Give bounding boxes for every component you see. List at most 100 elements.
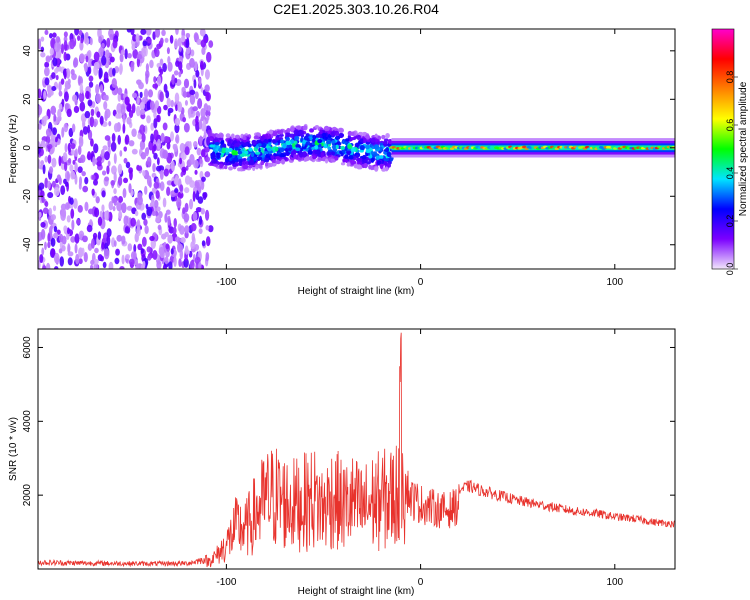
heatmap-cell xyxy=(38,159,41,169)
heatmap-cell xyxy=(228,166,233,171)
heatmap-cell xyxy=(279,153,285,158)
heatmap-cell xyxy=(244,150,249,155)
heatmap-cell xyxy=(198,261,202,269)
heatmap-cell xyxy=(115,113,121,119)
heatmap-cell xyxy=(196,147,202,156)
heatmap-cell xyxy=(238,158,243,163)
heatmap-cell xyxy=(205,92,211,102)
heatmap-cell xyxy=(145,63,149,73)
heatmap-cell xyxy=(291,143,296,148)
heatmap-cell xyxy=(305,133,310,137)
colorbar-tick-label: 0.0 xyxy=(725,263,735,276)
heatmap-cell xyxy=(51,248,56,257)
heatmap-cell xyxy=(157,224,162,231)
heatmap-cell xyxy=(167,234,173,244)
heatmap-cell xyxy=(78,137,84,148)
heatmap-cell xyxy=(123,146,128,152)
heatmap-cell xyxy=(262,142,267,149)
heatmap-cell xyxy=(117,163,123,175)
heatmap-cell xyxy=(123,177,129,184)
heatmap-cell xyxy=(125,161,131,169)
heatmap-cell xyxy=(365,148,370,154)
heatmap-cell xyxy=(89,264,94,269)
heatmap-cell xyxy=(41,195,45,203)
heatmap-cell xyxy=(73,198,78,209)
heatmap-cell xyxy=(204,209,210,221)
heatmap-cell xyxy=(155,215,161,223)
heatmap-cell xyxy=(205,225,210,231)
heatmap-cell xyxy=(225,162,230,166)
heatmap-cell xyxy=(97,231,102,240)
heatmap-cell xyxy=(190,49,195,57)
heatmap-cell xyxy=(214,142,220,146)
heatmap-cell xyxy=(49,90,54,96)
heatmap-cell xyxy=(204,171,211,178)
heatmap-cell xyxy=(89,37,93,46)
heatmap-cell xyxy=(152,163,156,173)
heatmap-cell xyxy=(173,70,179,76)
heatmap-cell xyxy=(101,204,105,212)
heatmap-cell xyxy=(340,162,346,166)
heatmap-cell xyxy=(106,228,112,238)
heatmap-cell xyxy=(202,192,207,201)
heatmap-cell xyxy=(234,134,240,139)
colorbar-frame xyxy=(711,28,735,270)
heatmap-cell xyxy=(111,132,116,143)
heatmap-cell xyxy=(242,157,247,162)
heatmap-cell xyxy=(201,240,206,247)
heatmap-cell xyxy=(175,29,179,36)
heatmap-cell xyxy=(350,159,355,165)
heatmap-cell xyxy=(119,65,123,76)
heatmap-cell xyxy=(48,166,54,174)
heatmap-cell xyxy=(370,157,375,163)
heatmap-cell xyxy=(383,160,388,165)
heatmap-cell xyxy=(159,37,164,45)
heatmap-cell xyxy=(38,231,41,243)
heatmap-cell xyxy=(296,131,300,136)
heatmap-cell xyxy=(359,149,364,153)
heatmap-cell xyxy=(207,225,214,233)
heatmap-cell xyxy=(116,234,123,242)
heatmap-cell xyxy=(125,253,131,260)
heatmap-cell xyxy=(315,133,320,139)
heatmap-cell xyxy=(252,139,257,146)
heatmap-cell xyxy=(178,71,182,78)
heatmap-cell xyxy=(176,197,182,209)
heatmap-cell xyxy=(326,140,332,145)
heatmap-cell xyxy=(58,103,63,110)
heatmap-cell xyxy=(91,174,96,181)
heatmap-cell xyxy=(154,100,160,109)
heatmap-cell xyxy=(106,235,111,247)
heatmap-cell xyxy=(227,139,234,144)
heatmap-cell xyxy=(63,31,68,38)
heatmap-cell xyxy=(299,152,304,158)
spectrogram-y-tick-label: 40 xyxy=(22,45,33,57)
heatmap-cell xyxy=(188,198,194,210)
heatmap-cell xyxy=(165,209,171,215)
heatmap-cell xyxy=(195,207,202,213)
heatmap-cell xyxy=(147,38,152,44)
heatmap-cell xyxy=(96,111,101,118)
heatmap-cell xyxy=(166,97,172,108)
heatmap-cell xyxy=(388,138,393,145)
heatmap-cell xyxy=(168,226,175,234)
heatmap-cell xyxy=(164,231,169,237)
heatmap-cell xyxy=(83,252,88,263)
heatmap-cell xyxy=(285,136,290,142)
heatmap-cell xyxy=(230,133,235,139)
heatmap-cell xyxy=(162,122,168,131)
heatmap-cell xyxy=(93,61,100,70)
heatmap-cell xyxy=(166,141,171,150)
heatmap-cell xyxy=(69,38,75,50)
heatmap-cell xyxy=(184,175,191,185)
heatmap-cell xyxy=(166,180,173,186)
heatmap-cell xyxy=(70,148,75,156)
heatmap-cell xyxy=(193,61,198,72)
heatmap-cell xyxy=(60,43,64,55)
heatmap-cell xyxy=(193,244,200,251)
heatmap-cell xyxy=(47,191,54,199)
heatmap-cell xyxy=(145,73,149,85)
heatmap-cell xyxy=(165,90,170,99)
heatmap-cell xyxy=(77,35,81,41)
heatmap-cell xyxy=(122,188,127,199)
